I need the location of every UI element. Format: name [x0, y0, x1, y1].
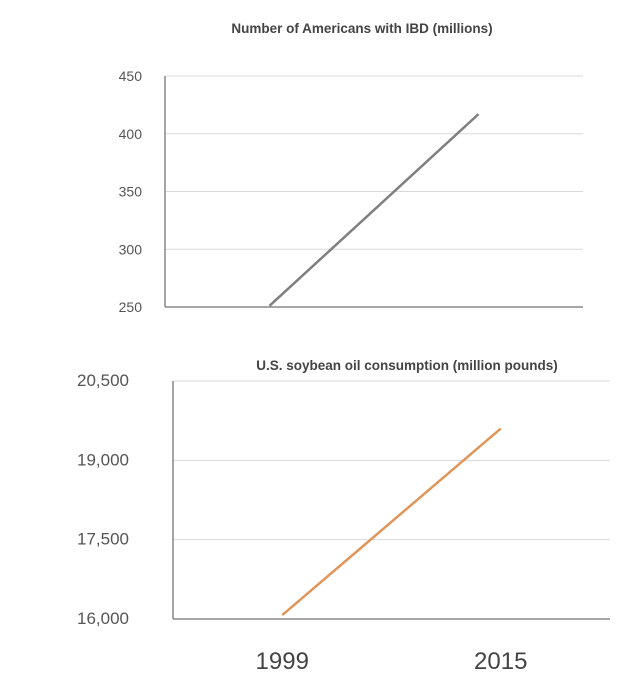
y-tick-label: 350 — [119, 184, 143, 200]
chart1-title: Number of Americans with IBD (millions) — [231, 21, 492, 36]
y-tick-label: 16,000 — [77, 609, 129, 628]
y-tick-label: 250 — [119, 299, 143, 315]
chart2-plot: 16,000 17,500 19,000 20,500 1999 2015 — [77, 371, 610, 675]
y-tick-label: 300 — [119, 241, 143, 257]
chart1-plot: 250 300 350 400 450 — [119, 68, 583, 315]
chart2-title: U.S. soybean oil consumption (million po… — [256, 358, 558, 373]
y-tick-label: 20,500 — [77, 371, 129, 390]
x-tick-label: 1999 — [256, 648, 309, 675]
series-line — [281, 427, 502, 616]
y-tick-label: 17,500 — [77, 530, 129, 549]
x-tick-label: 2015 — [474, 648, 527, 675]
y-tick-label: 400 — [119, 126, 143, 142]
series-line — [268, 113, 480, 307]
y-tick-label: 450 — [119, 68, 143, 84]
y-tick-label: 19,000 — [77, 450, 129, 469]
